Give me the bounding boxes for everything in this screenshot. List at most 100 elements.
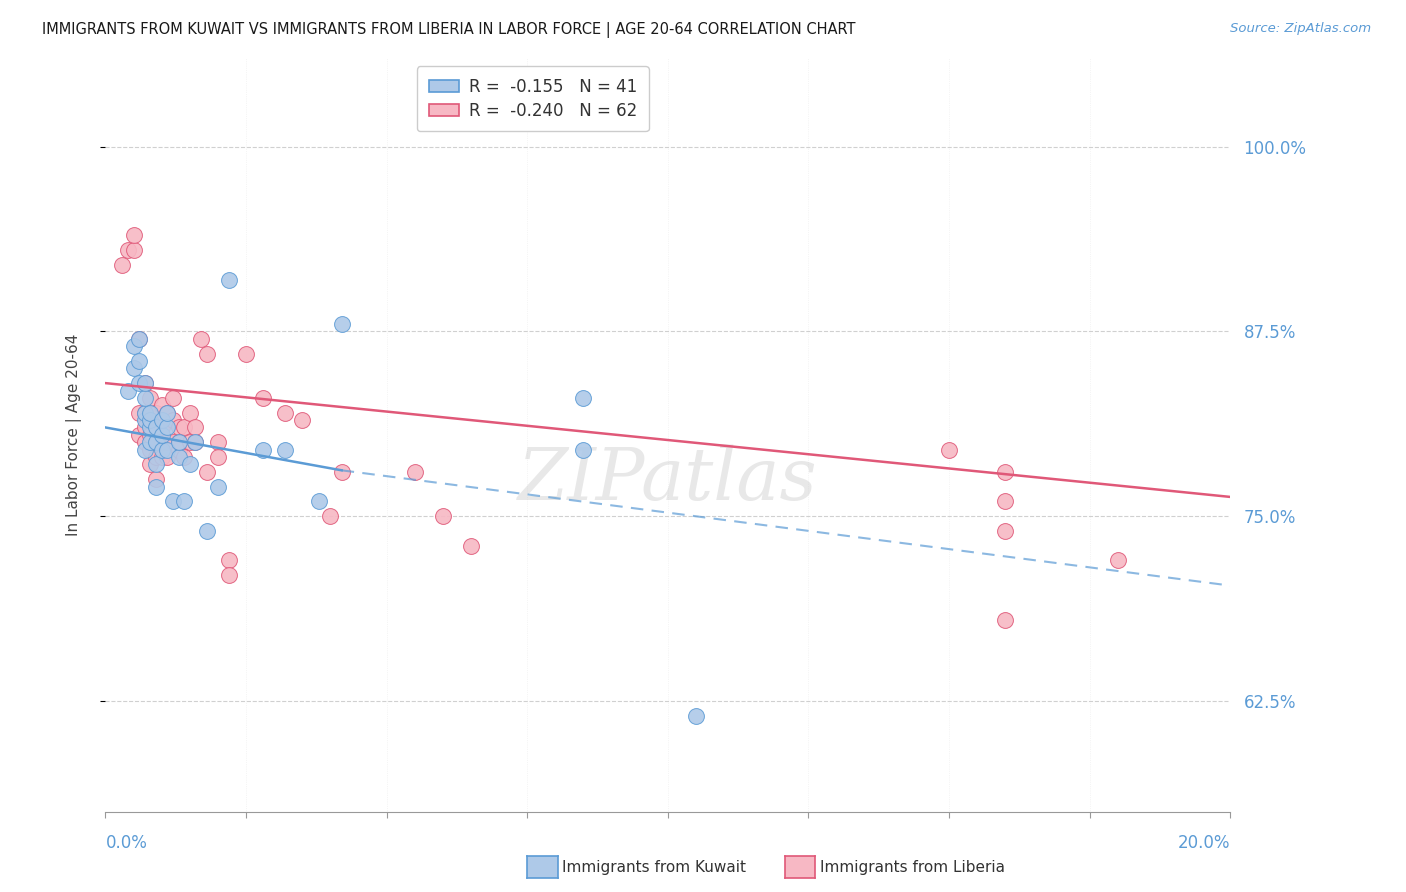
Point — [179, 435, 201, 450]
Point — [162, 391, 184, 405]
Point — [162, 435, 184, 450]
Point — [156, 406, 179, 420]
Point — [117, 243, 139, 257]
Point — [572, 442, 595, 457]
Point — [156, 450, 179, 464]
Point — [207, 435, 229, 450]
Point — [134, 376, 156, 391]
Point — [291, 413, 314, 427]
Point — [150, 420, 173, 434]
Point — [128, 354, 150, 368]
Point — [994, 613, 1017, 627]
Point — [330, 465, 353, 479]
Point — [173, 420, 195, 434]
Point — [179, 406, 201, 420]
Point — [179, 458, 201, 472]
Point — [207, 479, 229, 493]
Point — [218, 553, 240, 567]
Point — [117, 384, 139, 398]
Point — [167, 435, 190, 450]
Point — [122, 339, 145, 353]
Point — [111, 258, 134, 272]
Point — [994, 524, 1017, 538]
Point — [190, 332, 212, 346]
Point — [139, 420, 162, 434]
Point — [572, 391, 595, 405]
Point — [167, 420, 190, 434]
Text: 0.0%: 0.0% — [105, 834, 148, 852]
Point — [145, 458, 167, 472]
Point — [145, 435, 167, 450]
Point — [308, 494, 330, 508]
Point — [184, 435, 207, 450]
Text: 20.0%: 20.0% — [1178, 834, 1230, 852]
Point — [319, 509, 342, 524]
Point — [252, 391, 274, 405]
Y-axis label: In Labor Force | Age 20-64: In Labor Force | Age 20-64 — [66, 334, 82, 536]
Text: IMMIGRANTS FROM KUWAIT VS IMMIGRANTS FROM LIBERIA IN LABOR FORCE | AGE 20-64 COR: IMMIGRANTS FROM KUWAIT VS IMMIGRANTS FRO… — [42, 22, 856, 38]
Point — [167, 450, 190, 464]
Point — [167, 442, 190, 457]
Point — [139, 406, 162, 420]
Point — [145, 420, 167, 434]
Point — [994, 494, 1017, 508]
Text: Source: ZipAtlas.com: Source: ZipAtlas.com — [1230, 22, 1371, 36]
Point — [134, 413, 156, 427]
Point — [134, 406, 156, 420]
Point — [134, 442, 156, 457]
Text: ZIPatlas: ZIPatlas — [517, 445, 818, 516]
Point — [145, 435, 167, 450]
Point — [404, 465, 426, 479]
Point — [122, 243, 145, 257]
Point — [156, 435, 179, 450]
Point — [156, 442, 179, 457]
Point — [330, 317, 353, 331]
Point — [184, 435, 207, 450]
Point — [150, 435, 173, 450]
Point — [122, 361, 145, 376]
Point — [162, 413, 184, 427]
Point — [134, 376, 156, 391]
Point — [274, 406, 297, 420]
Point — [145, 406, 167, 420]
Point — [128, 332, 150, 346]
Point — [128, 428, 150, 442]
Point — [150, 413, 173, 427]
Point — [139, 391, 162, 405]
Point — [150, 428, 173, 442]
Point — [184, 420, 207, 434]
Point — [460, 539, 482, 553]
Point — [685, 708, 707, 723]
Point — [128, 406, 150, 420]
Point — [134, 391, 156, 405]
Point — [938, 442, 960, 457]
Point — [134, 435, 156, 450]
Point — [139, 413, 162, 427]
Point — [134, 420, 156, 434]
Point — [156, 420, 179, 434]
Legend: R =  -0.155   N = 41, R =  -0.240   N = 62: R = -0.155 N = 41, R = -0.240 N = 62 — [418, 66, 648, 131]
Point — [207, 450, 229, 464]
Point — [432, 509, 454, 524]
Point — [150, 398, 173, 412]
Point — [145, 472, 167, 486]
Point — [235, 346, 257, 360]
Point — [162, 494, 184, 508]
Point — [128, 376, 150, 391]
Point — [195, 524, 218, 538]
Point — [145, 450, 167, 464]
Point — [139, 435, 162, 450]
Point — [1107, 553, 1129, 567]
Point — [139, 442, 162, 457]
Point — [195, 346, 218, 360]
Point — [994, 465, 1017, 479]
Point — [128, 332, 150, 346]
Point — [252, 442, 274, 457]
Point — [150, 442, 173, 457]
Point — [195, 465, 218, 479]
Point — [139, 413, 162, 427]
Point — [145, 479, 167, 493]
Point — [156, 406, 179, 420]
Point — [173, 494, 195, 508]
Point — [167, 435, 190, 450]
